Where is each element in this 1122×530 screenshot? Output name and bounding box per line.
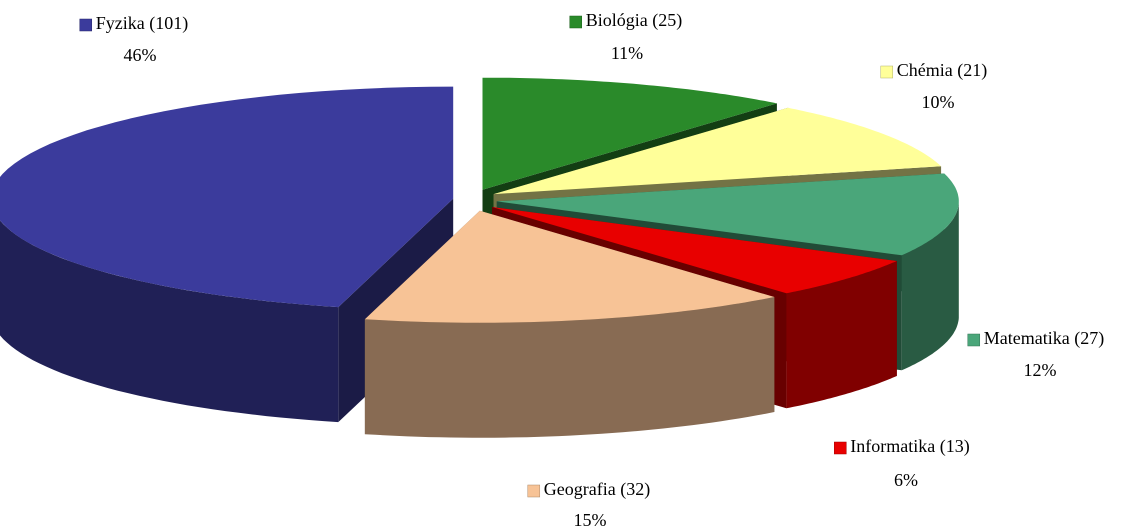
legend-swatch [967, 333, 981, 347]
legend-label: Fyzika (101) [96, 13, 188, 34]
slice-side [0, 220, 339, 423]
legend-label: Chémia (21) [897, 60, 987, 81]
slice-side [901, 201, 959, 371]
value-label: 6% [894, 470, 918, 490]
legend-swatch [527, 484, 541, 498]
value-label: 10% [922, 92, 955, 112]
legend-swatch [569, 15, 582, 29]
slice [496, 173, 959, 256]
slice [493, 107, 942, 195]
slice [482, 77, 777, 190]
value-label: 46% [124, 45, 157, 65]
legend-label: Matematika (27) [984, 328, 1104, 349]
legend-label: Geografia (32) [544, 479, 650, 500]
value-label: 11% [611, 43, 643, 63]
legend-label: Informatika (13) [850, 436, 969, 457]
slice [364, 210, 775, 323]
slice [0, 86, 454, 308]
legend-label: Biológia (25) [586, 10, 683, 31]
slice-side [786, 261, 897, 409]
value-label: 12% [1024, 360, 1057, 380]
legend-swatch [834, 441, 847, 455]
slice-side [364, 297, 775, 438]
legend-swatch [880, 65, 894, 79]
value-label: 15% [574, 510, 607, 530]
legend-swatch [79, 18, 93, 32]
slice [492, 207, 897, 294]
